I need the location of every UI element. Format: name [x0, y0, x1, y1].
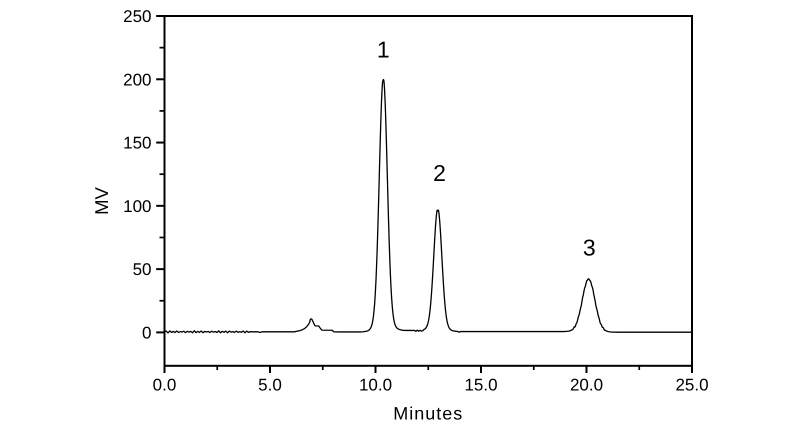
svg-text:150: 150 [123, 134, 151, 153]
svg-text:25.0: 25.0 [675, 376, 708, 395]
svg-text:50: 50 [133, 260, 152, 279]
svg-text:15.0: 15.0 [464, 376, 497, 395]
svg-text:200: 200 [123, 70, 151, 89]
svg-text:Minutes: Minutes [393, 404, 463, 424]
svg-text:10.0: 10.0 [359, 376, 392, 395]
svg-text:0: 0 [142, 324, 151, 343]
svg-text:5.0: 5.0 [258, 376, 282, 395]
svg-text:2: 2 [433, 160, 446, 186]
svg-text:MV: MV [91, 186, 112, 214]
svg-text:3: 3 [583, 234, 596, 260]
svg-text:100: 100 [123, 197, 151, 216]
svg-text:1: 1 [377, 37, 390, 63]
svg-text:0.0: 0.0 [153, 376, 177, 395]
svg-text:20.0: 20.0 [570, 376, 603, 395]
svg-text:250: 250 [123, 7, 151, 26]
